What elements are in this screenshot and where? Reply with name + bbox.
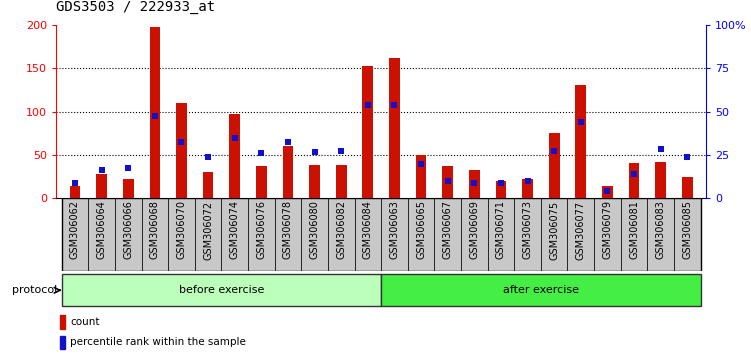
Bar xyxy=(275,198,301,271)
Bar xyxy=(568,198,594,271)
Bar xyxy=(62,274,382,306)
Text: GSM306074: GSM306074 xyxy=(230,200,240,259)
Text: GSM306085: GSM306085 xyxy=(683,200,692,259)
Text: GSM306075: GSM306075 xyxy=(549,200,559,259)
Text: GSM306066: GSM306066 xyxy=(123,200,133,259)
Bar xyxy=(123,179,134,198)
Bar xyxy=(674,198,701,271)
Bar xyxy=(434,198,461,271)
Text: before exercise: before exercise xyxy=(179,285,264,295)
Bar xyxy=(496,181,506,198)
Bar xyxy=(282,146,294,198)
Bar xyxy=(336,165,346,198)
Text: GSM306082: GSM306082 xyxy=(336,200,346,259)
Text: GSM306071: GSM306071 xyxy=(496,200,506,259)
Text: GSM306070: GSM306070 xyxy=(176,200,186,259)
Text: GSM306062: GSM306062 xyxy=(70,200,80,259)
Bar xyxy=(541,198,568,271)
Bar xyxy=(363,65,373,198)
Bar xyxy=(621,198,647,271)
Text: GSM306069: GSM306069 xyxy=(469,200,479,259)
Bar xyxy=(203,172,213,198)
Text: GSM306067: GSM306067 xyxy=(442,200,453,259)
Text: GSM306073: GSM306073 xyxy=(523,200,532,259)
Bar xyxy=(149,27,160,198)
Text: GSM306065: GSM306065 xyxy=(416,200,426,259)
Bar xyxy=(594,198,621,271)
Bar xyxy=(354,198,382,271)
Text: GSM306083: GSM306083 xyxy=(656,200,665,259)
Bar xyxy=(469,170,480,198)
Text: GSM306079: GSM306079 xyxy=(602,200,612,259)
Text: GSM306080: GSM306080 xyxy=(309,200,320,259)
Bar xyxy=(256,166,267,198)
Bar xyxy=(416,155,427,198)
Bar xyxy=(522,179,533,198)
Bar xyxy=(382,198,408,271)
Text: GSM306084: GSM306084 xyxy=(363,200,372,259)
Bar xyxy=(382,274,701,306)
Text: GSM306063: GSM306063 xyxy=(390,200,400,259)
Text: after exercise: after exercise xyxy=(503,285,579,295)
Text: GSM306072: GSM306072 xyxy=(203,200,213,259)
Bar xyxy=(487,198,514,271)
Text: GSM306078: GSM306078 xyxy=(283,200,293,259)
Bar xyxy=(62,198,89,271)
Bar xyxy=(656,162,666,198)
Bar xyxy=(647,198,674,271)
Bar xyxy=(629,163,639,198)
Bar xyxy=(602,186,613,198)
Bar xyxy=(168,198,195,271)
Text: GSM306076: GSM306076 xyxy=(256,200,267,259)
Bar xyxy=(115,198,141,271)
Text: protocol: protocol xyxy=(11,285,57,295)
Bar xyxy=(549,133,559,198)
Text: GSM306081: GSM306081 xyxy=(629,200,639,259)
Bar xyxy=(195,198,222,271)
Text: GSM306068: GSM306068 xyxy=(150,200,160,259)
Text: GSM306077: GSM306077 xyxy=(576,200,586,259)
Text: count: count xyxy=(71,317,100,327)
Bar xyxy=(176,103,187,198)
Bar xyxy=(514,198,541,271)
Text: GSM306064: GSM306064 xyxy=(97,200,107,259)
Text: percentile rank within the sample: percentile rank within the sample xyxy=(71,337,246,348)
Bar xyxy=(461,198,487,271)
Bar xyxy=(682,177,692,198)
Bar xyxy=(229,114,240,198)
Bar xyxy=(222,198,248,271)
Bar xyxy=(442,166,453,198)
Bar xyxy=(59,315,65,329)
Bar xyxy=(309,165,320,198)
Bar xyxy=(141,198,168,271)
Bar xyxy=(89,198,115,271)
Bar xyxy=(59,336,65,349)
Bar xyxy=(575,85,586,198)
Bar xyxy=(328,198,354,271)
Bar xyxy=(248,198,275,271)
Bar xyxy=(70,186,80,198)
Bar xyxy=(389,58,400,198)
Bar xyxy=(301,198,328,271)
Bar xyxy=(96,174,107,198)
Bar xyxy=(408,198,434,271)
Text: GDS3503 / 222933_at: GDS3503 / 222933_at xyxy=(56,0,216,15)
